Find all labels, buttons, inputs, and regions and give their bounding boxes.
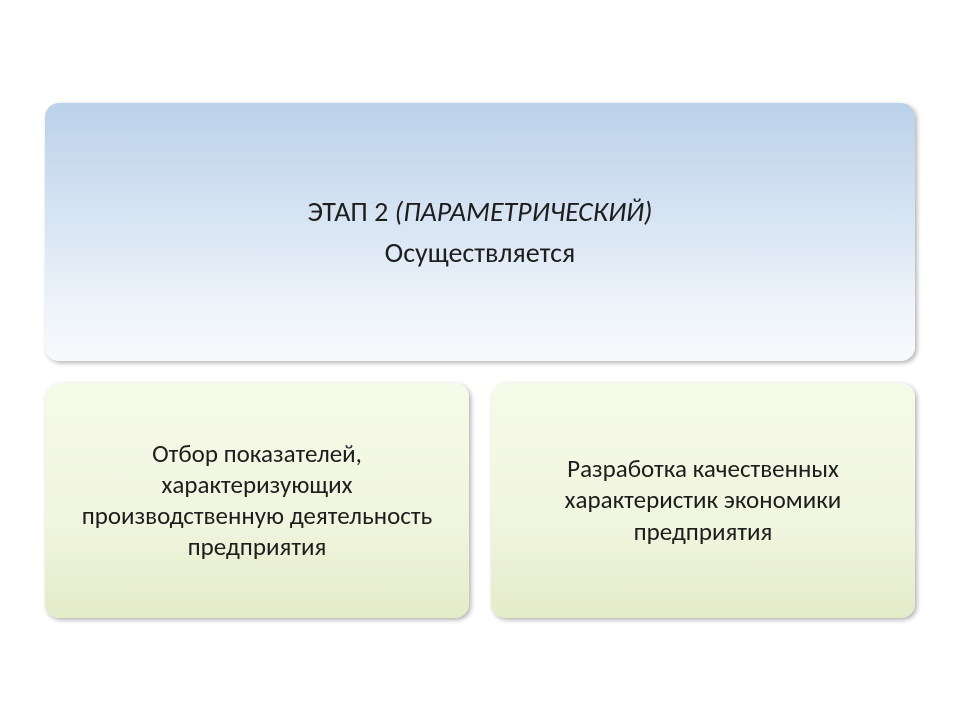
- child-box-left: Отбор показателей, характеризующих произ…: [45, 383, 469, 618]
- header-subtitle: Осуществляется: [385, 235, 576, 270]
- header-box: ЭТАП 2 (ПАРАМЕТРИЧЕСКИЙ) Осуществляется: [45, 103, 915, 361]
- child-text-right: Разработка качественных характеристик эк…: [521, 453, 885, 547]
- header-title: ЭТАП 2 (ПАРАМЕТРИЧЕСКИЙ): [308, 194, 653, 229]
- child-box-right: Разработка качественных характеристик эк…: [491, 383, 915, 618]
- children-row: Отбор показателей, характеризующих произ…: [45, 383, 915, 618]
- child-text-left: Отбор показателей, характеризующих произ…: [75, 438, 439, 563]
- header-title-part1: ЭТАП 2: [308, 194, 395, 229]
- header-title-part2: (ПАРАМЕТРИЧЕСКИЙ): [395, 194, 653, 229]
- diagram-container: ЭТАП 2 (ПАРАМЕТРИЧЕСКИЙ) Осуществляется …: [45, 103, 915, 618]
